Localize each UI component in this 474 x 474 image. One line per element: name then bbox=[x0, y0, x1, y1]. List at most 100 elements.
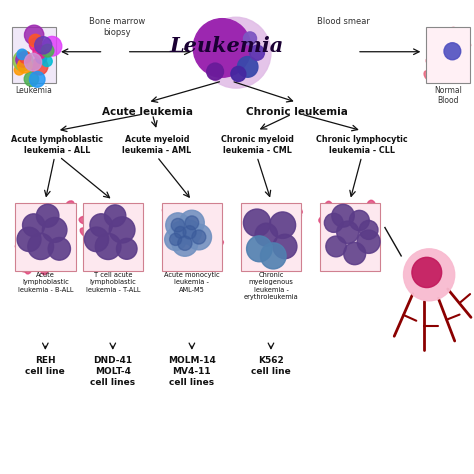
Circle shape bbox=[29, 34, 42, 47]
Circle shape bbox=[170, 221, 191, 243]
Circle shape bbox=[444, 43, 461, 60]
Ellipse shape bbox=[274, 221, 290, 229]
Ellipse shape bbox=[319, 216, 334, 225]
Ellipse shape bbox=[16, 261, 28, 272]
FancyBboxPatch shape bbox=[15, 203, 75, 271]
Circle shape bbox=[166, 213, 190, 237]
Circle shape bbox=[17, 49, 27, 60]
Ellipse shape bbox=[15, 241, 29, 249]
Ellipse shape bbox=[442, 57, 450, 68]
Circle shape bbox=[255, 223, 278, 246]
Ellipse shape bbox=[256, 235, 266, 248]
Circle shape bbox=[180, 210, 204, 236]
Circle shape bbox=[95, 233, 121, 260]
Text: Leukemia: Leukemia bbox=[15, 86, 52, 95]
Ellipse shape bbox=[168, 262, 182, 271]
Ellipse shape bbox=[441, 54, 448, 64]
Circle shape bbox=[178, 220, 201, 244]
Circle shape bbox=[31, 58, 48, 75]
Circle shape bbox=[183, 226, 196, 239]
Ellipse shape bbox=[447, 27, 456, 37]
Circle shape bbox=[33, 46, 46, 59]
Circle shape bbox=[171, 219, 184, 232]
Text: Acute lymphoblastic
leukemia - ALL: Acute lymphoblastic leukemia - ALL bbox=[11, 136, 103, 155]
Circle shape bbox=[117, 238, 137, 259]
Circle shape bbox=[24, 72, 38, 86]
Text: K562
cell line: K562 cell line bbox=[251, 356, 291, 376]
Circle shape bbox=[357, 230, 380, 254]
Circle shape bbox=[164, 228, 186, 250]
Ellipse shape bbox=[50, 256, 65, 265]
Ellipse shape bbox=[46, 262, 59, 271]
Circle shape bbox=[16, 53, 30, 67]
Text: Bone marrow
biopsy: Bone marrow biopsy bbox=[89, 17, 146, 36]
Circle shape bbox=[104, 205, 126, 227]
Ellipse shape bbox=[292, 211, 301, 225]
Ellipse shape bbox=[163, 228, 176, 239]
Circle shape bbox=[344, 242, 365, 264]
Circle shape bbox=[29, 72, 45, 87]
Circle shape bbox=[18, 53, 31, 66]
FancyBboxPatch shape bbox=[11, 27, 56, 83]
Text: Normal
Blood: Normal Blood bbox=[434, 86, 462, 105]
Circle shape bbox=[192, 230, 206, 244]
Ellipse shape bbox=[199, 215, 210, 226]
Ellipse shape bbox=[19, 218, 27, 230]
Ellipse shape bbox=[119, 232, 133, 241]
Ellipse shape bbox=[332, 210, 345, 219]
Ellipse shape bbox=[444, 52, 455, 59]
Circle shape bbox=[23, 214, 45, 237]
Circle shape bbox=[42, 36, 62, 56]
Circle shape bbox=[25, 54, 42, 71]
Ellipse shape bbox=[110, 219, 125, 230]
Ellipse shape bbox=[183, 208, 197, 218]
Ellipse shape bbox=[180, 225, 192, 235]
FancyBboxPatch shape bbox=[320, 203, 380, 271]
Ellipse shape bbox=[291, 233, 300, 246]
Ellipse shape bbox=[443, 68, 451, 79]
Circle shape bbox=[201, 17, 271, 88]
Ellipse shape bbox=[27, 215, 42, 224]
Ellipse shape bbox=[116, 211, 129, 220]
Text: Chronic lymphocytic
leukemia - CLL: Chronic lymphocytic leukemia - CLL bbox=[316, 136, 408, 155]
Ellipse shape bbox=[53, 204, 63, 218]
FancyBboxPatch shape bbox=[426, 27, 470, 83]
Ellipse shape bbox=[424, 71, 433, 81]
Circle shape bbox=[172, 230, 198, 256]
Ellipse shape bbox=[428, 35, 435, 46]
Ellipse shape bbox=[45, 240, 58, 251]
Circle shape bbox=[41, 44, 54, 57]
Circle shape bbox=[273, 234, 297, 259]
Ellipse shape bbox=[451, 35, 458, 45]
Circle shape bbox=[18, 58, 32, 73]
Ellipse shape bbox=[210, 239, 223, 248]
Text: REH
cell line: REH cell line bbox=[26, 356, 65, 376]
Ellipse shape bbox=[123, 217, 137, 228]
Ellipse shape bbox=[331, 221, 344, 232]
Circle shape bbox=[246, 236, 272, 262]
Circle shape bbox=[185, 216, 199, 230]
Circle shape bbox=[249, 45, 264, 60]
Ellipse shape bbox=[79, 216, 94, 225]
Ellipse shape bbox=[324, 201, 333, 215]
Circle shape bbox=[35, 36, 52, 54]
Ellipse shape bbox=[348, 212, 358, 228]
Circle shape bbox=[13, 51, 33, 71]
Ellipse shape bbox=[247, 255, 260, 267]
Ellipse shape bbox=[179, 241, 190, 253]
Ellipse shape bbox=[174, 233, 183, 247]
Ellipse shape bbox=[92, 213, 102, 227]
Ellipse shape bbox=[452, 34, 461, 43]
Ellipse shape bbox=[443, 35, 451, 45]
Ellipse shape bbox=[454, 29, 465, 36]
FancyBboxPatch shape bbox=[241, 203, 301, 271]
Circle shape bbox=[244, 209, 271, 237]
Circle shape bbox=[170, 233, 182, 246]
Text: Acute myeloid
leukemia - AML: Acute myeloid leukemia - AML bbox=[122, 136, 191, 155]
Ellipse shape bbox=[363, 228, 372, 241]
Circle shape bbox=[174, 227, 186, 238]
Circle shape bbox=[42, 56, 52, 66]
Ellipse shape bbox=[460, 64, 467, 76]
Circle shape bbox=[29, 38, 42, 51]
Circle shape bbox=[324, 213, 343, 232]
